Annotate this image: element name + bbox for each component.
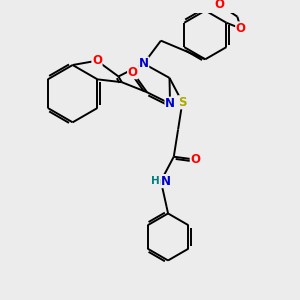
Text: O: O <box>128 66 138 79</box>
Text: O: O <box>236 22 246 35</box>
Text: O: O <box>92 54 102 67</box>
Text: N: N <box>139 57 149 70</box>
Text: O: O <box>190 153 200 166</box>
Text: O: O <box>214 0 225 11</box>
Text: N: N <box>165 97 175 110</box>
Text: H: H <box>152 176 160 186</box>
Text: N: N <box>161 175 171 188</box>
Text: S: S <box>178 96 187 109</box>
